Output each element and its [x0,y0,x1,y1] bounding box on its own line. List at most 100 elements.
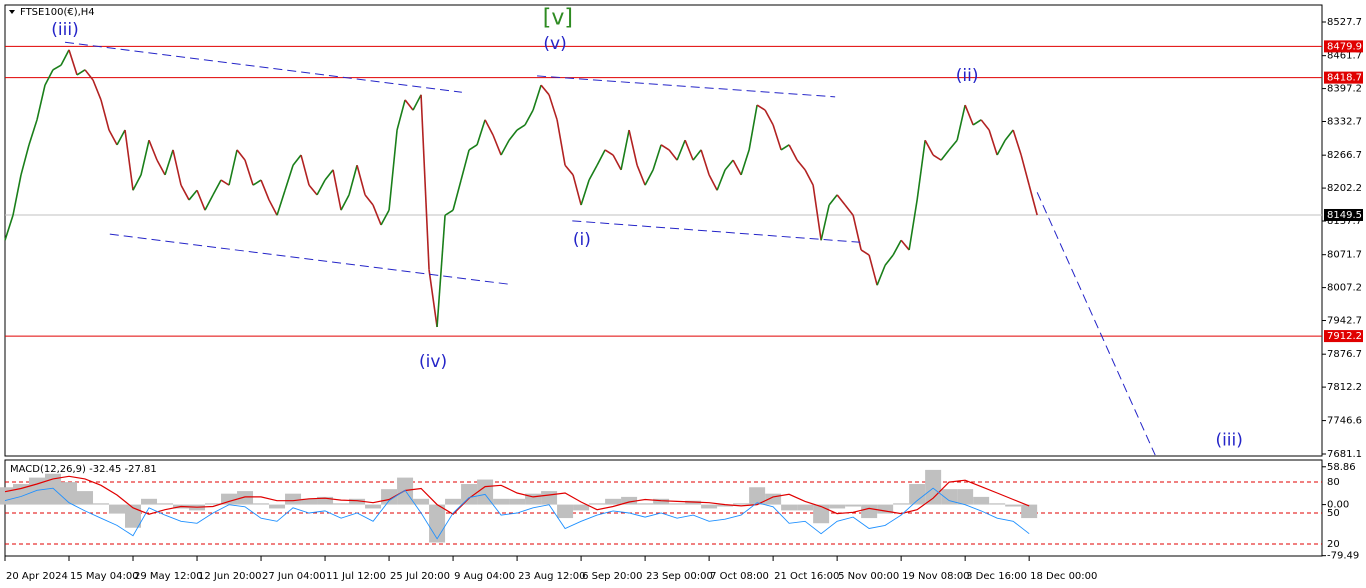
price-segment [444,209,454,216]
y2-tick-label: 80 [1327,477,1340,488]
price-segment [964,104,974,126]
x-tick-label: 15 May 04:00 [70,571,139,582]
macd-bar [301,498,318,505]
price-segment [460,149,470,181]
y-tick-label: 0.00 [1327,500,1349,511]
price-segment [556,119,566,166]
macd-bar [909,484,926,505]
macd-bar [797,504,814,511]
price-segment [244,159,254,186]
x-tick-label: 19 Nov 08:00 [902,571,969,582]
wave-label: (v) [543,34,566,54]
x-tick-label: 20 Apr 2024 [6,571,68,582]
macd-bar [829,504,846,509]
price-segment [812,185,822,241]
y2-tick-label: 50 [1327,508,1340,519]
price-segment [84,69,94,81]
wave-label: (iii) [1215,430,1242,450]
y2-tick-label: 20 [1327,539,1340,550]
price-segment [60,49,70,66]
wave-label: (iii) [51,20,78,40]
price-segment [172,149,182,186]
price-segment [308,184,318,196]
macd-bar [749,487,766,505]
price-segment [20,144,30,176]
price-segment [988,129,998,156]
macd-bar [317,496,334,505]
macd-bar [925,469,942,505]
y-tick-label: 8332.7 [1327,117,1362,128]
price-segment [188,189,198,201]
macd-bar [557,504,574,519]
level-label-box [1324,208,1363,221]
price-segment [156,159,166,176]
price-segment [876,264,886,286]
price-segment [404,99,414,111]
y-tick-label: 8137.7 [1327,216,1362,227]
macd-bar [365,504,382,509]
price-segment [612,154,622,171]
price-segment [1020,154,1030,186]
chart-title: FTSE100(€),H4 [20,7,95,18]
macd-bar [45,473,62,505]
price-segment [476,119,486,146]
level-label-box [1324,40,1363,53]
macd-bar [765,493,782,505]
price-segment [836,194,846,206]
price-segment [684,139,694,161]
price-segment [44,69,54,86]
price-segment [132,174,142,191]
macd-bar [125,504,142,528]
trend-line [109,233,509,285]
price-segment [644,169,654,186]
price-segment [92,79,102,101]
macd-bar [61,482,78,505]
price-segment [532,84,542,111]
macd-bar [781,504,798,511]
price-segment [516,124,526,131]
macd-bar [349,498,366,505]
price-segment [484,119,494,136]
macd-bar [701,504,718,509]
price-segment [708,174,718,191]
y-tick-label: 7681.1 [1327,449,1362,460]
price-segment [316,179,326,196]
wave-label: [v] [543,5,573,30]
price-segment [380,209,390,226]
price-segment [500,139,510,156]
price-segment [796,159,806,171]
trend-line [572,220,861,243]
price-segment [284,164,294,191]
price-segment [900,239,910,251]
price-segment [868,254,878,286]
signal-line [4,475,1030,515]
level-label: 7912.2 [1327,331,1362,342]
menu-icon[interactable] [9,10,15,14]
x-tick-label: 23 Aug 12:00 [518,571,585,582]
price-segment [780,144,790,151]
macd-bar [205,503,222,505]
macd-bar [221,493,238,505]
x-tick-label: 9 Aug 04:00 [454,571,515,582]
macd-bar [653,498,670,505]
price-segment [700,149,710,176]
price-segment [116,129,126,146]
macd-bar [509,498,526,505]
x-tick-label: 21 Oct 16:00 [774,571,839,582]
price-segment [420,94,430,270]
wave-label: (iv) [419,352,447,372]
macd-bar [29,477,46,505]
macd-bar [973,496,990,505]
y-tick-label: 7876.7 [1327,349,1362,360]
macd-bar [0,487,14,505]
price-segment [348,165,358,196]
price-segment [220,179,230,186]
price-segment [692,149,702,161]
x-tick-label: 27 Jun 04:00 [262,571,326,582]
macd-bar [669,503,686,505]
price-segment [508,129,518,141]
macd-bar [1005,504,1022,507]
price-segment [468,144,478,151]
price-segment [492,134,502,156]
y-tick-label: 8527.7 [1327,17,1362,28]
